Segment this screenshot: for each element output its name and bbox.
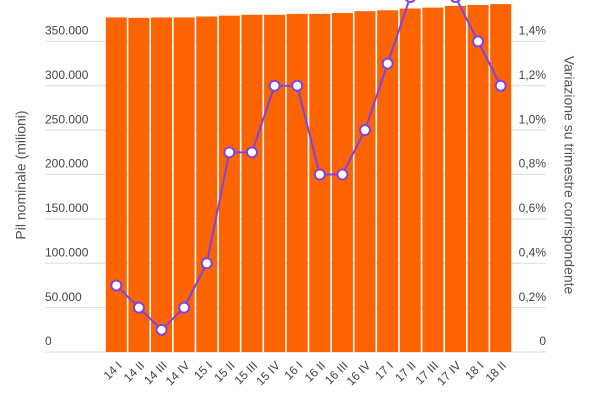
line-marker [291, 79, 304, 92]
x-tick-label: 18 II [483, 358, 509, 384]
bar [399, 8, 421, 352]
x-tick-label: 14 IV [163, 358, 193, 388]
x-tick-label: 16 I [282, 358, 306, 382]
y-tick-label: 250.000 [45, 112, 89, 126]
x-tick-label: 17 III [412, 358, 441, 387]
x-tick-label: 15 I [191, 358, 215, 382]
bar [422, 7, 444, 353]
line-marker [178, 301, 191, 314]
line-marker [200, 257, 213, 270]
line-marker [110, 279, 123, 292]
bar [196, 16, 218, 353]
x-tick-label: 15 IV [253, 358, 283, 388]
line-marker [268, 79, 281, 92]
y-axis-title: Pil nominale (milioni) [13, 110, 29, 239]
y2-tick-label: 1,0% [519, 112, 547, 126]
y-tick-label: 300.000 [45, 68, 89, 82]
x-tick-label: 14 I [101, 358, 125, 382]
y2-tick-label: 0,4% [519, 245, 547, 259]
bar [128, 17, 150, 352]
bar [444, 5, 466, 352]
bar [173, 17, 195, 352]
y2-axis-title: Variazione su trimestre corrispondente [561, 56, 577, 295]
y-tick-label: 350.000 [45, 24, 89, 38]
y-tick-label: 100.000 [45, 245, 89, 259]
y2-tick-label: 0,6% [519, 201, 547, 215]
bar [490, 4, 512, 352]
x-tick-label: 16 IV [344, 358, 374, 388]
y2-tick-label: 0,2% [519, 290, 547, 304]
line-marker [405, 0, 416, 3]
bar [467, 4, 489, 353]
line-marker [494, 79, 507, 92]
x-tick-label: 18 I [462, 358, 486, 382]
x-tick-label: 17 I [372, 358, 396, 382]
x-tick-label: 17 IV [434, 358, 464, 388]
bar [354, 11, 376, 352]
line-marker [132, 301, 145, 314]
line-marker [450, 0, 461, 3]
y-tick-label: 0 [45, 334, 52, 348]
y-tick-label: 200.000 [45, 157, 89, 171]
bar [377, 10, 399, 352]
line-marker [336, 168, 349, 181]
x-tick-label: 16 III [322, 358, 351, 387]
bar [241, 14, 263, 352]
bar [309, 13, 331, 353]
bar [331, 12, 353, 352]
bar [151, 17, 173, 352]
bar [218, 15, 240, 352]
y-tick-label: 50.000 [45, 290, 82, 304]
y2-tick-label: 0,8% [519, 157, 547, 171]
bar [286, 13, 308, 353]
x-tick-label: 15 III [232, 358, 261, 387]
line-marker [381, 57, 394, 70]
y2-tick-label: 0 [539, 334, 546, 348]
line-marker [472, 35, 485, 48]
y2-tick-label: 1,2% [519, 68, 547, 82]
bar [264, 14, 286, 352]
line-marker [359, 124, 372, 137]
x-tick-label: 14 III [141, 358, 170, 387]
y-tick-label: 150.000 [45, 201, 89, 215]
line-marker [313, 168, 326, 181]
bar [105, 17, 127, 352]
line-marker [155, 323, 168, 336]
y2-tick-label: 1,4% [519, 24, 547, 38]
line-marker [245, 146, 258, 159]
line-marker [223, 146, 236, 159]
